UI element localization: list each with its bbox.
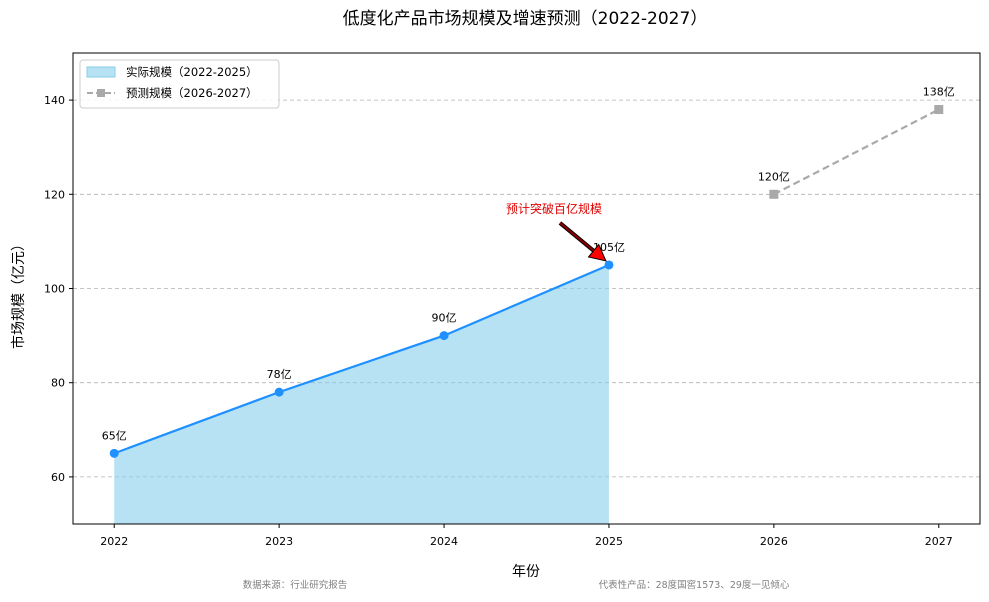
y-tick-label: 60: [51, 471, 65, 484]
y-tick-label: 100: [44, 283, 65, 296]
x-tick-label: 2022: [100, 535, 128, 548]
x-tick-label: 2025: [595, 535, 623, 548]
footer-source: 数据来源：行业研究报告: [243, 579, 348, 591]
x-axis-title: 年份: [512, 564, 540, 580]
legend-swatch-forecast-marker: [97, 89, 105, 97]
point-actual: [274, 387, 284, 397]
legend-swatch-actual: [86, 66, 116, 78]
plot-frame: [72, 52, 981, 525]
point-actual: [604, 260, 614, 270]
line-forecast: [773, 108, 940, 196]
point-forecast: [769, 189, 779, 199]
y-tick-label: 120: [44, 188, 65, 201]
x-tick-label: 2027: [925, 535, 953, 548]
legend-label-forecast: 预测规模（2026-2027）: [126, 86, 258, 100]
legend-label-actual: 实际规模（2022-2025）: [126, 65, 258, 79]
point-forecast: [934, 105, 944, 115]
annotation-arrow-shaft: [559, 222, 595, 252]
chart-title: 低度化产品市场规模及增速预测（2022-2027）: [343, 9, 708, 29]
x-tick-label: 2026: [760, 535, 788, 548]
annotation-arrow-head: [587, 243, 607, 262]
y-axis-title: 市场规模（亿元）: [10, 237, 27, 349]
legend-box: [79, 59, 280, 109]
data-label-forecast: 138亿: [923, 86, 955, 99]
footer-products: 代表性产品：28度国窖1573、29度一见倾心: [599, 579, 790, 591]
data-label-actual: 78亿: [267, 368, 292, 381]
data-label-actual: 65亿: [102, 429, 127, 442]
data-label-actual: 90亿: [432, 312, 457, 325]
point-actual: [109, 448, 119, 458]
point-actual: [439, 331, 449, 341]
data-label-forecast: 120亿: [758, 170, 790, 183]
x-tick-label: 2024: [430, 535, 458, 548]
annotation-text: 预计突破百亿规模: [506, 201, 602, 216]
y-tick-label: 140: [44, 94, 65, 107]
chart-legend: 实际规模（2022-2025） 预测规模（2026-2027）: [79, 59, 280, 109]
line-actual: [113, 263, 610, 455]
x-tick-label: 2023: [265, 535, 293, 548]
area-fill-actual: [114, 264, 609, 524]
y-tick-label: 80: [51, 377, 65, 390]
